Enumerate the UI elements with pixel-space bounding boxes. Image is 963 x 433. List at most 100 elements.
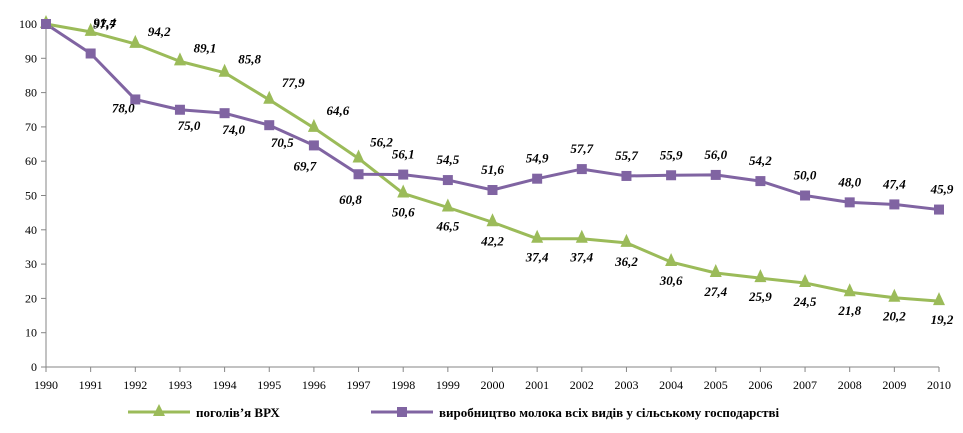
data-label: 69,7 xyxy=(294,158,317,173)
triangle-marker xyxy=(486,213,499,227)
x-tick-label: 1994 xyxy=(213,378,237,392)
triangle-marker xyxy=(352,149,365,163)
triangle-marker xyxy=(129,34,142,48)
triangle-marker xyxy=(709,264,722,278)
y-tick-label: 50 xyxy=(25,189,37,203)
x-tick-label: 1998 xyxy=(391,378,415,392)
square-marker xyxy=(844,197,855,208)
data-label: 56,1 xyxy=(392,147,415,162)
y-tick-label: 80 xyxy=(25,86,37,100)
triangle-marker xyxy=(620,233,633,247)
triangle-marker xyxy=(531,229,544,243)
axes: 0 10 20 30 40 50 60 70 80 90 100 1990 1991 1992 1993 19… xyxy=(19,17,951,392)
x-tick-label: 1991 xyxy=(79,378,103,392)
data-label: 56,2 xyxy=(370,134,393,149)
square-marker xyxy=(442,175,453,186)
y-tick-label: 20 xyxy=(25,291,37,305)
square-marker xyxy=(576,164,587,175)
data-label: 97,7 xyxy=(93,16,116,31)
data-label: 45,9 xyxy=(930,182,954,197)
data-label: 37,4 xyxy=(569,250,593,265)
legend-label-1: поголів’я ВРХ xyxy=(196,405,280,420)
square-marker xyxy=(755,176,766,187)
square-marker xyxy=(800,190,811,201)
triangle-marker xyxy=(441,198,454,212)
data-label: 89,1 xyxy=(194,40,217,55)
square-marker xyxy=(41,19,51,29)
data-label: 55,9 xyxy=(660,147,683,162)
triangle-marker xyxy=(799,273,812,287)
y-tick-label: 60 xyxy=(25,154,37,168)
data-label: 36,2 xyxy=(614,254,638,269)
x-tick-label: 2005 xyxy=(704,378,728,392)
data-label: 27,4 xyxy=(703,284,727,299)
x-tick-label: 1992 xyxy=(123,378,147,392)
legend-label-2: виробництво молока всіх видів у сільсько… xyxy=(439,405,779,420)
data-label: 94,2 xyxy=(148,24,171,39)
square-marker xyxy=(934,204,944,215)
data-label: 47,4 xyxy=(882,176,906,191)
x-tick-label: 1995 xyxy=(257,378,281,392)
x-tick-label: 2009 xyxy=(882,378,906,392)
data-label: 75,0 xyxy=(178,118,201,133)
triangle-marker xyxy=(307,118,320,132)
x-tick-label: 1993 xyxy=(168,378,192,392)
square-marker xyxy=(219,108,230,119)
data-label: 78,0 xyxy=(112,100,135,115)
data-label: 50,0 xyxy=(794,168,817,183)
x-tick-label: 1996 xyxy=(302,378,326,392)
x-tick-label: 1990 xyxy=(34,378,58,392)
data-label: 54,9 xyxy=(526,151,549,166)
y-tick-label: 10 xyxy=(25,326,37,340)
square-marker xyxy=(398,169,409,180)
data-label: 91,4 xyxy=(93,15,116,30)
data-label: 56,0 xyxy=(704,147,727,162)
data-label: 54,5 xyxy=(436,152,459,167)
data-label: 50,6 xyxy=(392,204,415,219)
data-label: 19,2 xyxy=(931,312,954,327)
legend-triangle-marker xyxy=(153,404,165,416)
square-marker xyxy=(487,185,498,196)
square-marker xyxy=(889,199,900,210)
data-labels: 91,4 94,2 89,1 85,8 77,9 64,6 56,2 50,6 46,5 42,2… xyxy=(93,15,954,327)
data-label: 55,7 xyxy=(615,148,638,163)
data-label: 25,9 xyxy=(748,289,772,304)
data-label: 46,5 xyxy=(435,219,459,234)
x-tick-label: 2008 xyxy=(838,378,862,392)
square-marker xyxy=(353,169,364,180)
data-label: 64,6 xyxy=(327,103,350,118)
square-marker xyxy=(85,48,96,59)
legend: поголів’я ВРХ виробництво молока всіх вид… xyxy=(128,404,779,420)
x-tick-label: 2002 xyxy=(570,378,594,392)
x-tick-label: 2006 xyxy=(748,378,772,392)
series-markers xyxy=(40,15,945,306)
data-label: 21,8 xyxy=(837,303,861,318)
x-tick-label: 2010 xyxy=(927,378,951,392)
x-tick-label: 1997 xyxy=(347,378,371,392)
data-label: 42,2 xyxy=(480,233,504,248)
square-marker xyxy=(621,170,632,181)
x-tick-label: 1999 xyxy=(436,378,460,392)
triangle-marker xyxy=(843,283,856,297)
square-marker xyxy=(264,120,275,131)
triangle-marker xyxy=(173,52,186,66)
square-marker xyxy=(130,94,141,105)
x-tick-label: 2004 xyxy=(659,378,683,392)
triangle-marker xyxy=(754,269,767,283)
y-tick-label: 100 xyxy=(19,17,37,31)
triangle-marker xyxy=(397,184,410,198)
triangle-marker xyxy=(575,229,588,243)
data-label: 24,5 xyxy=(793,294,817,309)
data-label: 60,8 xyxy=(339,192,362,207)
triangle-marker xyxy=(665,253,678,267)
square-marker xyxy=(532,173,543,184)
x-tick-label: 2003 xyxy=(614,378,638,392)
y-tick-label: 30 xyxy=(25,257,37,271)
triangle-marker xyxy=(263,90,276,104)
data-label: 37,4 xyxy=(525,250,549,265)
data-label: 85,8 xyxy=(238,52,261,67)
y-tick-label: 90 xyxy=(25,51,37,65)
triangle-marker xyxy=(218,63,231,77)
y-tick-label: 70 xyxy=(25,120,37,134)
data-label: 48,0 xyxy=(837,174,861,189)
